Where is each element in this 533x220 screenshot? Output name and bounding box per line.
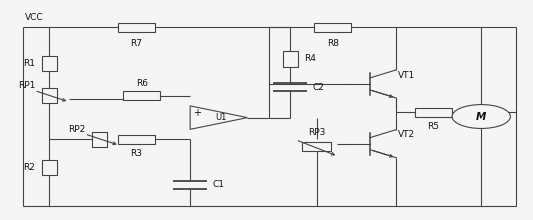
Text: R2: R2: [23, 163, 35, 172]
Bar: [302, 142, 332, 152]
Bar: [42, 88, 56, 103]
Text: R7: R7: [131, 38, 143, 48]
Bar: [42, 160, 56, 175]
Text: VCC: VCC: [25, 13, 44, 22]
Bar: [118, 23, 155, 32]
Bar: [314, 23, 351, 32]
Bar: [92, 132, 107, 147]
Text: +: +: [193, 108, 201, 118]
Text: R3: R3: [131, 149, 143, 158]
Text: RP3: RP3: [308, 128, 326, 137]
Bar: [42, 56, 56, 71]
Bar: [118, 135, 155, 144]
Text: VT2: VT2: [398, 130, 415, 139]
Bar: [123, 91, 160, 101]
Text: R1: R1: [23, 59, 35, 68]
Bar: [283, 51, 298, 67]
Circle shape: [452, 104, 511, 128]
Text: C1: C1: [213, 180, 224, 189]
Text: RP2: RP2: [68, 125, 86, 134]
Text: C2: C2: [313, 83, 325, 92]
Text: R6: R6: [136, 79, 148, 88]
Text: R5: R5: [427, 122, 440, 131]
Text: VT1: VT1: [398, 71, 415, 80]
Text: R4: R4: [304, 55, 316, 63]
Text: U1: U1: [215, 113, 227, 122]
Polygon shape: [190, 106, 247, 129]
Text: M: M: [476, 112, 487, 121]
Bar: [415, 108, 452, 117]
Text: R8: R8: [327, 38, 339, 48]
Text: RP1: RP1: [18, 81, 35, 90]
